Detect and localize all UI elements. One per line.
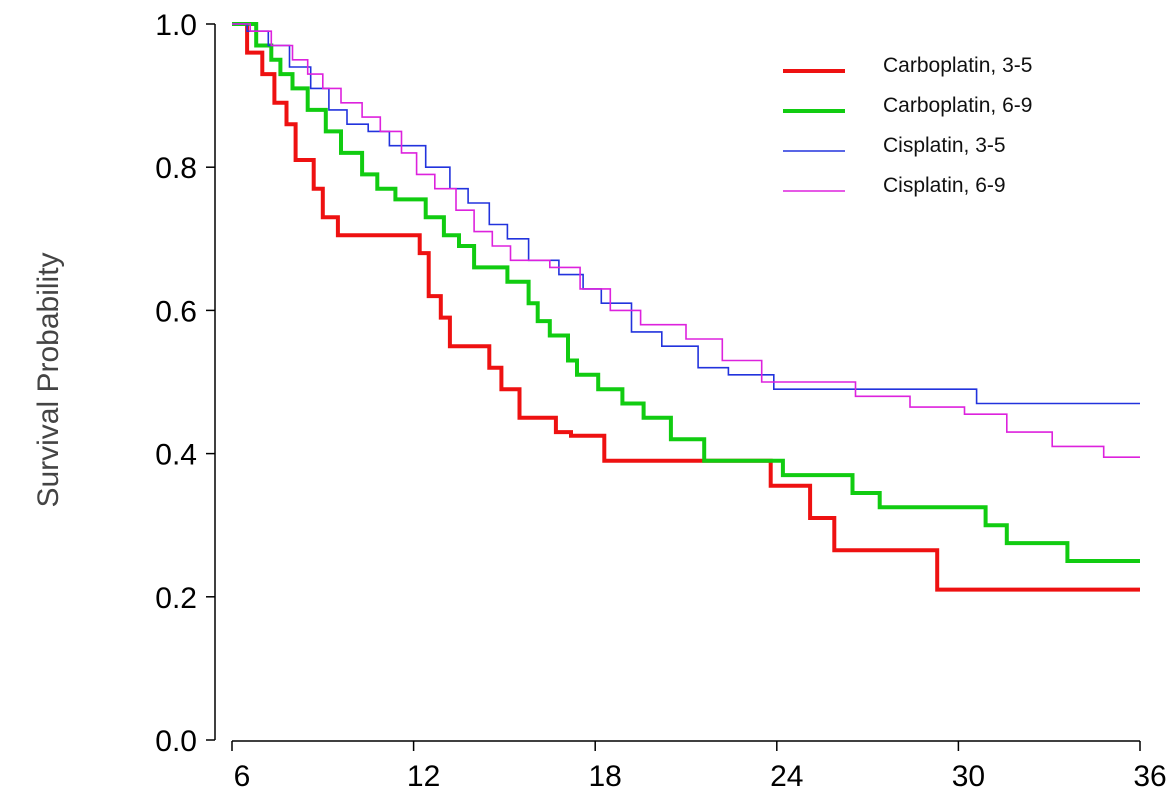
y-tick-label: 1.0 <box>155 9 197 42</box>
series-line-4 <box>232 23 1140 458</box>
x-tick-label: 12 <box>407 760 440 793</box>
y-tick-label: 0.0 <box>155 725 197 758</box>
x-tick-label: 36 <box>1133 760 1166 793</box>
y-tick-label: 0.6 <box>155 295 197 328</box>
series-layer <box>232 22 1140 592</box>
chart-axes: 0.0 0.2 0.4 0.6 0.8 1.0 6 12 18 24 30 36 <box>155 9 1166 793</box>
y-tick-label: 0.2 <box>155 582 197 615</box>
x-tick-label: 30 <box>952 760 985 793</box>
legend-label: Cisplatin, 6-9 <box>883 174 1006 197</box>
legend-label: Carboplatin, 6-9 <box>883 94 1032 117</box>
y-axis-label: Survival Probability <box>32 252 65 507</box>
y-tick-label: 0.8 <box>155 152 197 185</box>
series-line-2 <box>232 22 1140 563</box>
legend: Carboplatin, 3-5 Carboplatin, 6-9 Cisplati… <box>783 54 1032 197</box>
x-tick-label: 24 <box>770 760 803 793</box>
legend-label: Carboplatin, 3-5 <box>883 54 1032 77</box>
x-tick-label: 18 <box>589 760 622 793</box>
series-line-3 <box>232 23 1140 405</box>
x-tick-label: 6 <box>234 760 251 793</box>
y-tick-label: 0.4 <box>155 439 197 472</box>
series-line-1 <box>232 22 1140 592</box>
legend-label: Cisplatin, 3-5 <box>883 134 1006 157</box>
